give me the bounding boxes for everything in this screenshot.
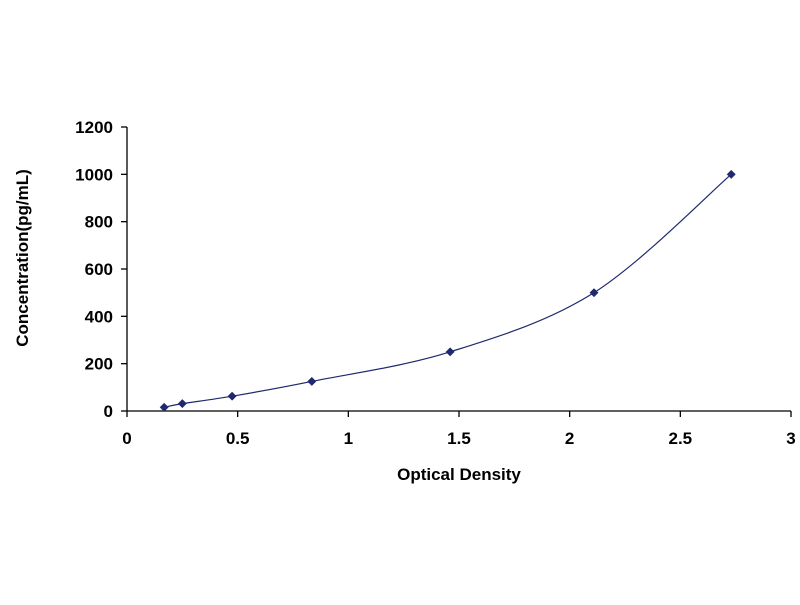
series-line [164,173,732,408]
data-point-marker [227,391,237,401]
x-tick-label: 3 [786,429,795,448]
y-tick-label: 800 [85,213,113,232]
data-point-marker [307,376,317,386]
x-tick-label: 1.5 [447,429,471,448]
y-tick-label: 0 [104,402,113,421]
data-point-marker [177,399,187,409]
x-tick-label: 0 [122,429,131,448]
y-axis-label: Concentration(pg/mL) [13,169,32,347]
y-tick-label: 600 [85,260,113,279]
y-tick-label: 1200 [75,118,113,137]
x-tick-label: 2 [565,429,574,448]
data-point-marker [445,347,455,357]
x-tick-label: 0.5 [226,429,250,448]
y-tick-label: 1000 [75,165,113,184]
data-point-marker [159,402,169,412]
y-tick-label: 400 [85,307,113,326]
data-point-marker [726,169,736,179]
x-axis-label: Optical Density [397,465,521,484]
x-tick-label: 2.5 [669,429,693,448]
tick-labels: 0 0.5 1 1.5 2 2.5 3 0 200 400 600 800 1000 1200 [75,118,796,448]
data-point-marker [589,288,599,298]
x-tick-label: 1 [344,429,353,448]
axes [121,126,792,417]
series [159,169,736,412]
y-tick-label: 200 [85,355,113,374]
